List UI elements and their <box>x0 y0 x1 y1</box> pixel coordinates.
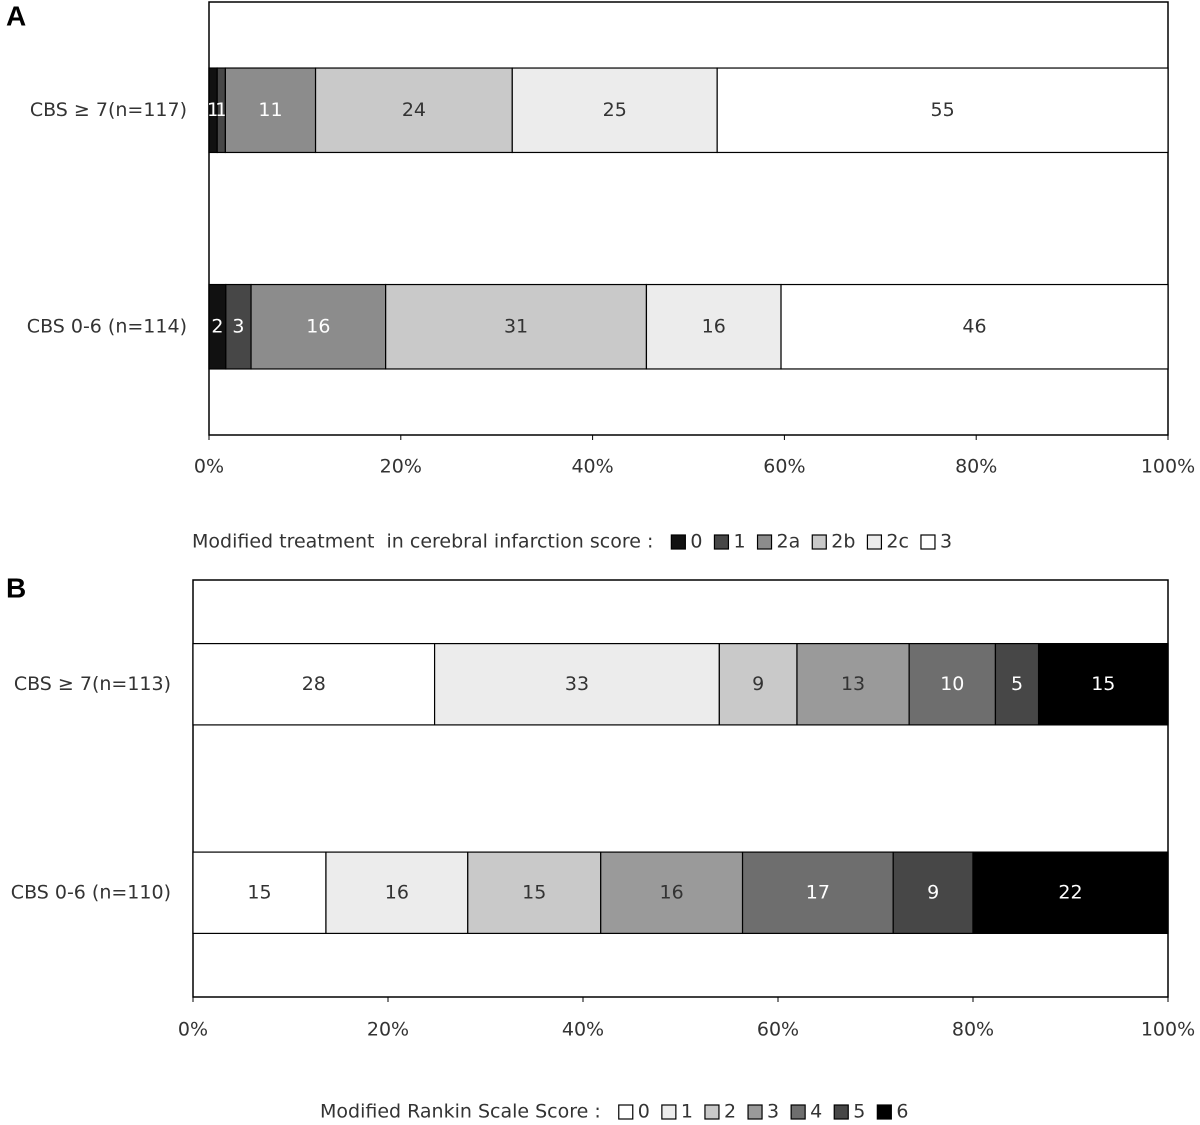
legend-swatch <box>876 1104 892 1120</box>
data-label: 25 <box>603 99 627 121</box>
x-tick-label: 80% <box>955 456 997 478</box>
legend-swatch <box>618 1104 634 1120</box>
data-label: 9 <box>752 673 764 695</box>
data-label: 28 <box>302 673 326 695</box>
data-label: 5 <box>1011 673 1023 695</box>
x-tick-label: 100% <box>1141 1019 1195 1041</box>
legend-swatch <box>920 534 936 550</box>
data-label: 3 <box>232 315 244 337</box>
bar-segment <box>314 67 513 154</box>
x-tick-label: 0% <box>194 456 224 478</box>
data-label: 24 <box>402 99 426 121</box>
legend-swatch <box>661 1104 677 1120</box>
bar-segment <box>385 283 648 370</box>
data-label: 17 <box>806 881 830 903</box>
bar-segment <box>908 642 997 726</box>
y-tick-label: CBS ≥ 7(n=117) <box>30 99 187 121</box>
data-label: 16 <box>306 315 330 337</box>
x-tick-label: 20% <box>380 456 422 478</box>
data-label: 9 <box>927 881 939 903</box>
x-tick-label: 60% <box>757 1019 799 1041</box>
legend-label: 0 <box>690 531 702 553</box>
bar-segment <box>718 642 798 726</box>
bar-segment <box>192 642 436 726</box>
legend-swatch <box>713 534 730 550</box>
legend-label: 2b <box>831 531 855 553</box>
data-label: 15 <box>247 881 271 903</box>
data-label: 55 <box>931 99 955 121</box>
bar-segment <box>1037 642 1169 726</box>
legend-label: 6 <box>896 1101 908 1123</box>
bar-segment <box>433 642 720 726</box>
legend-swatch <box>756 534 773 550</box>
bar-segment <box>224 67 317 154</box>
x-tick-label: 100% <box>1141 456 1195 478</box>
data-label: 1 <box>207 99 219 121</box>
legend-label: 3 <box>940 531 952 553</box>
data-label: 10 <box>940 673 964 695</box>
x-tick-label: 40% <box>571 456 613 478</box>
bar-segment <box>325 851 469 935</box>
bar-segment <box>994 642 1040 726</box>
legend-label: 4 <box>810 1101 822 1123</box>
legend-swatch <box>747 1104 763 1120</box>
data-label: 1 <box>215 99 227 121</box>
legend-label: 1 <box>681 1101 693 1123</box>
x-tick-label: 0% <box>178 1019 208 1041</box>
bar-segment <box>780 283 1169 370</box>
plot-area <box>192 579 1169 998</box>
legend-label: 3 <box>767 1101 779 1123</box>
data-label: 16 <box>385 881 409 903</box>
data-label: 22 <box>1058 881 1082 903</box>
x-tick-label: 60% <box>763 456 805 478</box>
data-label: 11 <box>258 99 282 121</box>
panel-label: B <box>6 572 26 603</box>
legend-label: 2 <box>724 1101 736 1123</box>
bar-segment <box>511 67 718 154</box>
bar-segment <box>600 851 744 935</box>
legend-swatch <box>833 1104 849 1120</box>
bar-segment <box>716 67 1169 154</box>
data-label: 15 <box>1091 673 1115 695</box>
bar-segment <box>892 851 974 935</box>
plot-area <box>208 1 1169 436</box>
bar-segment <box>192 851 327 935</box>
legend-swatch <box>704 1104 720 1120</box>
legend-title: Modified treatment in cerebral infarctio… <box>192 531 653 553</box>
x-tick-label: 40% <box>562 1019 604 1041</box>
legend-label: 5 <box>853 1101 865 1123</box>
panel-label: A <box>6 0 26 31</box>
bar-segment <box>972 851 1169 935</box>
bar-segment <box>796 642 910 726</box>
legend-label: 0 <box>638 1101 650 1123</box>
data-label: 31 <box>504 315 528 337</box>
x-tick-label: 80% <box>952 1019 994 1041</box>
y-tick-label: CBS ≥ 7(n=113) <box>14 673 171 695</box>
data-label: 46 <box>962 315 986 337</box>
legend-swatch <box>790 1104 806 1120</box>
data-label: 16 <box>702 315 726 337</box>
y-tick-label: CBS 0-6 (n=114) <box>27 315 187 337</box>
legend-swatch <box>811 534 827 550</box>
data-label: 33 <box>565 673 589 695</box>
data-label: 15 <box>522 881 546 903</box>
legend-label: 2c <box>886 531 909 553</box>
x-tick-label: 20% <box>367 1019 409 1041</box>
legend-title: Modified Rankin Scale Score : <box>320 1101 601 1123</box>
legend-swatch <box>866 534 883 550</box>
data-label: 16 <box>660 881 684 903</box>
data-label: 2 <box>211 315 223 337</box>
y-tick-label: CBS 0-6 (n=110) <box>11 881 171 903</box>
legend-label: 2a <box>777 531 801 553</box>
legend-swatch <box>670 534 686 550</box>
legend-label: 1 <box>733 531 745 553</box>
data-label: 13 <box>841 673 865 695</box>
